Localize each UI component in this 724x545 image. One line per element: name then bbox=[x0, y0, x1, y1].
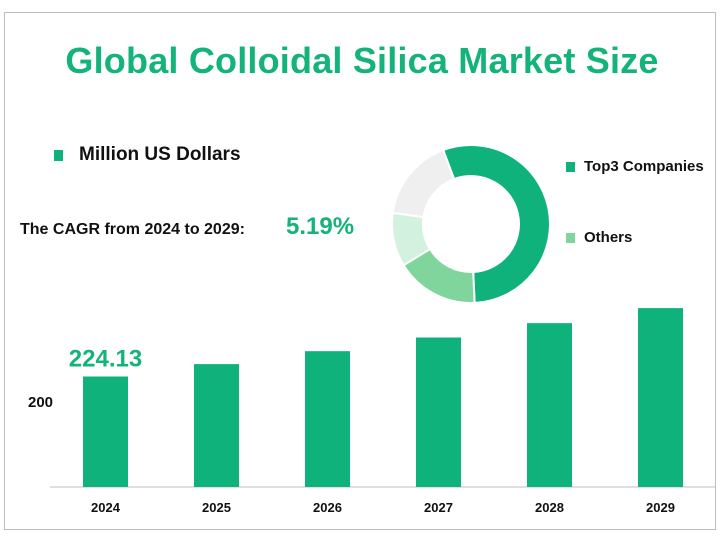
donut-legend-swatch-top3 bbox=[566, 161, 575, 172]
cagr-label: The CAGR from 2024 to 2029: bbox=[20, 221, 245, 238]
x-tick-label-2025: 2025 bbox=[202, 500, 231, 515]
bar-2029 bbox=[638, 308, 683, 487]
x-tick-label-2024: 2024 bbox=[91, 500, 121, 515]
x-tick-label-2026: 2026 bbox=[313, 500, 342, 515]
donut-legend-label-top3: Top3 Companies bbox=[584, 158, 704, 175]
x-tick-label-2027: 2027 bbox=[424, 500, 453, 515]
data-label-2024: 224.13 bbox=[69, 346, 142, 373]
chart-title: Global Colloidal Silica Market Size bbox=[65, 40, 659, 81]
donut-slice-0 bbox=[441, 144, 551, 304]
bar-2028 bbox=[527, 323, 572, 487]
unit-legend-label: Million US Dollars bbox=[79, 144, 241, 165]
bar-2026 bbox=[305, 351, 350, 487]
cagr-value: 5.19% bbox=[286, 213, 355, 240]
unit-legend: Million US Dollars bbox=[54, 144, 241, 166]
donut-legend-swatch-others bbox=[566, 232, 575, 243]
donut-slice-3 bbox=[391, 148, 456, 219]
bar-2027 bbox=[416, 337, 461, 487]
donut-legend-label-others: Others bbox=[584, 229, 633, 246]
y-tick-label-200: 200 bbox=[28, 394, 53, 411]
bar-2024 bbox=[83, 376, 128, 487]
x-tick-label-2028: 2028 bbox=[535, 500, 564, 515]
x-tick-label-2029: 2029 bbox=[646, 500, 675, 515]
unit-legend-swatch bbox=[54, 149, 63, 161]
donut-legend-item-top3: Top3 Companies bbox=[566, 158, 704, 175]
bar-2025 bbox=[194, 364, 239, 487]
donut-legend-item-others: Others bbox=[566, 229, 632, 246]
